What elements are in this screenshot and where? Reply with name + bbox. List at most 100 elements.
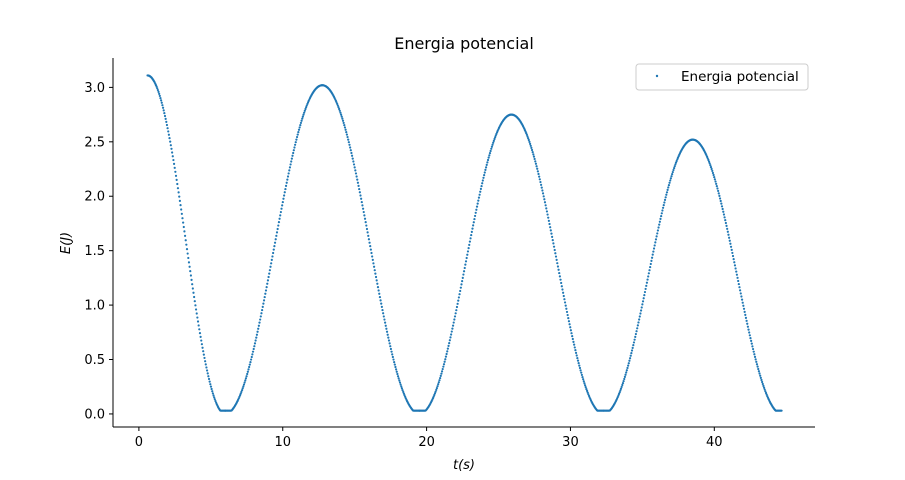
data-point: [477, 199, 480, 202]
data-point: [389, 347, 393, 351]
data-point: [536, 167, 539, 170]
data-point: [627, 362, 630, 365]
data-point: [488, 152, 492, 155]
data-point: [567, 317, 570, 320]
data-point: [722, 210, 725, 213]
data-point: [246, 372, 249, 376]
data-point: [551, 239, 554, 242]
data-point: [352, 163, 356, 166]
data-point: [545, 210, 549, 213]
data-point: [382, 312, 385, 315]
data-point: [754, 358, 757, 361]
data-point: [564, 304, 567, 307]
data-point: [708, 162, 711, 165]
data-point: [461, 280, 464, 283]
data-point: [546, 213, 549, 216]
x-tick-label: 20: [418, 435, 435, 450]
data-point: [749, 337, 752, 340]
data-point: [621, 381, 625, 385]
data-point: [447, 344, 450, 347]
data-point: [276, 227, 279, 231]
data-point: [626, 366, 629, 370]
data-point: [729, 245, 733, 248]
data-point: [187, 261, 191, 264]
data-point: [619, 389, 622, 392]
data-point: [529, 142, 532, 145]
data-point: [372, 262, 375, 265]
data-point: [165, 123, 169, 127]
data-point: [644, 287, 647, 291]
data-point: [450, 333, 453, 336]
data-point: [724, 221, 727, 225]
data-point: [167, 133, 170, 136]
data-point: [548, 222, 551, 226]
data-point: [617, 392, 621, 396]
data-point: [387, 336, 390, 339]
data-point: [180, 208, 183, 211]
data-point: [197, 324, 200, 327]
data-point: [265, 286, 268, 289]
data-point: [562, 294, 565, 298]
data-point: [528, 140, 531, 143]
data-point: [376, 282, 379, 285]
data-point: [353, 166, 356, 169]
data-point: [179, 204, 182, 207]
data-point: [639, 309, 643, 312]
data-point: [379, 299, 382, 302]
data-point: [291, 154, 294, 157]
data-point: [173, 166, 176, 169]
data-point: [295, 135, 299, 139]
data-point: [286, 178, 289, 181]
data-point: [167, 130, 170, 133]
data-point: [490, 145, 494, 148]
data-point: [470, 233, 473, 237]
data-point: [534, 162, 538, 165]
data-point: [734, 267, 737, 270]
data-point: [631, 346, 634, 349]
data-point: [283, 194, 286, 197]
data-point: [185, 243, 188, 246]
x-axis-label: t(s): [453, 458, 475, 473]
data-point: [299, 121, 303, 125]
data-point: [460, 283, 463, 286]
data-point: [567, 320, 571, 323]
data-point: [248, 363, 251, 366]
data-point: [717, 192, 720, 195]
data-point: [568, 323, 571, 326]
data-point: [656, 232, 659, 235]
data-point: [182, 225, 185, 229]
data-point: [492, 139, 495, 142]
data-point: [434, 390, 437, 393]
data-point: [453, 315, 457, 318]
data-point: [653, 244, 656, 247]
data-point: [205, 366, 208, 369]
data-point: [391, 355, 394, 359]
data-point: [284, 184, 288, 187]
x-tick-label: 10: [274, 435, 291, 450]
data-point: [665, 191, 669, 194]
data-point: [175, 178, 178, 181]
data-point: [398, 379, 401, 382]
data-point: [292, 149, 295, 152]
data-point: [581, 376, 584, 379]
data-point: [733, 264, 737, 267]
data-point: [161, 104, 164, 107]
data-point: [723, 216, 726, 219]
data-point: [278, 217, 281, 220]
data-point: [718, 194, 721, 197]
data-point: [728, 236, 731, 239]
data-point: [269, 265, 272, 268]
data-point: [491, 143, 494, 146]
data-point: [622, 379, 625, 383]
data-point: [266, 279, 270, 282]
data-points: [146, 74, 783, 412]
data-point: [396, 372, 399, 376]
data-point: [365, 224, 368, 227]
data-point: [475, 205, 479, 208]
data-point: [627, 364, 630, 367]
data-point: [400, 387, 404, 390]
data-point: [710, 167, 713, 171]
data-point: [187, 256, 190, 260]
data-point: [532, 155, 536, 158]
data-point: [571, 335, 574, 338]
